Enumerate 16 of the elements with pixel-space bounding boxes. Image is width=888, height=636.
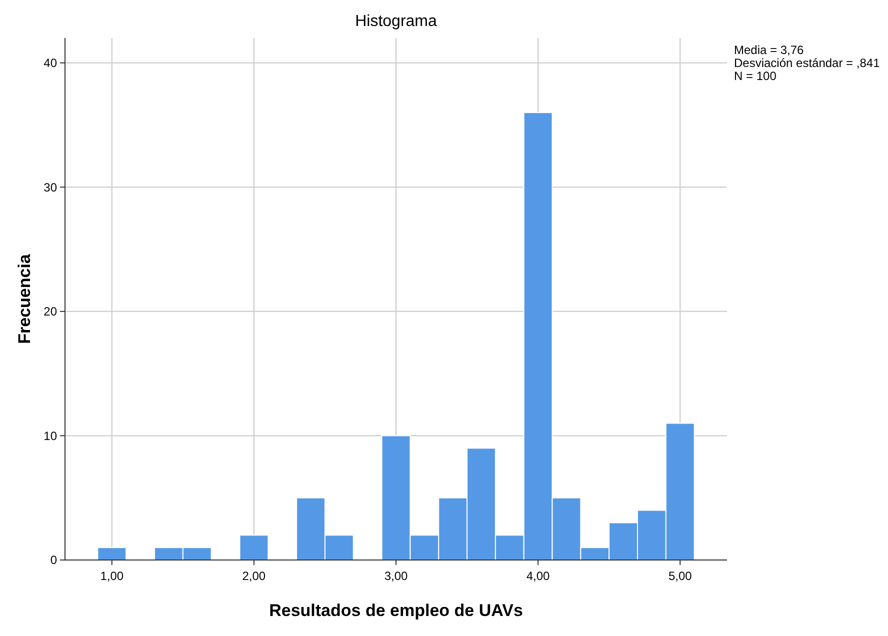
x-axis-title: Resultados de empleo de UAVs	[269, 601, 523, 620]
x-tick-label: 5,00	[668, 569, 692, 583]
y-tick-label: 40	[44, 56, 58, 70]
y-tick-label: 20	[44, 304, 58, 319]
y-tick-label: 0	[50, 553, 58, 568]
x-tick-label: 3,00	[384, 569, 408, 583]
x-tick-label: 1,00	[100, 569, 124, 583]
y-tick-label: 30	[44, 180, 58, 194]
x-tick-label: 4,00	[526, 569, 550, 583]
text: N = 100	[734, 69, 777, 83]
x-tick-label: 2,00	[242, 569, 266, 583]
text: Desviación estándar = ,841	[734, 56, 880, 70]
y-axis-title: Frecuencia	[15, 254, 34, 344]
y-tick-label: 10	[44, 428, 58, 443]
text: Media = 3,76	[734, 43, 804, 57]
chart-title: Histograma	[355, 13, 437, 30]
